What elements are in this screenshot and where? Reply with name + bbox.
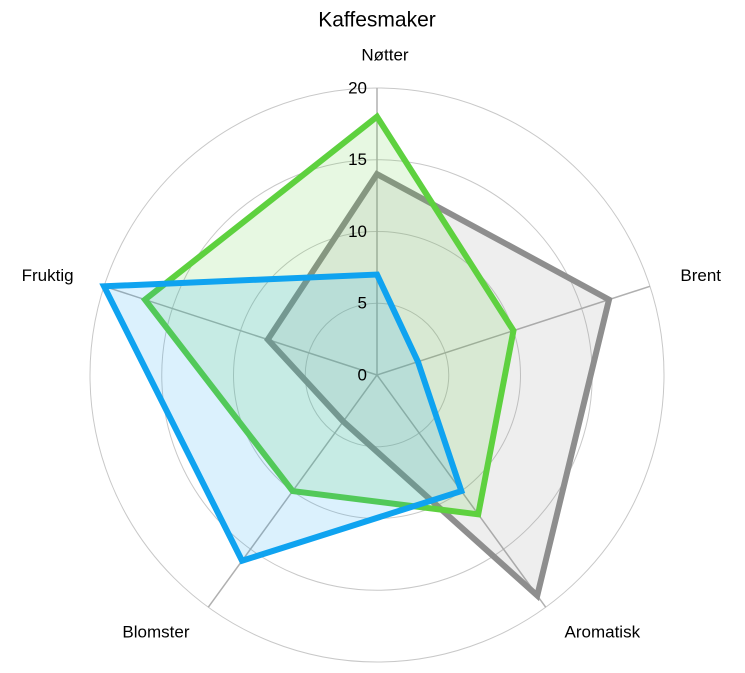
- tick-label: 10: [348, 222, 367, 241]
- category-label: Nøtter: [361, 45, 409, 64]
- tick-label: 20: [348, 78, 367, 97]
- tick-label: 15: [348, 150, 367, 169]
- category-label: Fruktig: [22, 266, 74, 285]
- category-label: Blomster: [122, 623, 189, 642]
- series-area: [99, 271, 466, 565]
- chart-title: Kaffesmaker: [318, 9, 436, 32]
- tick-label: 0: [358, 365, 367, 384]
- category-label: Brent: [680, 266, 721, 285]
- series-area: [140, 112, 517, 518]
- tick-label: 5: [358, 294, 367, 313]
- category-label: Aromatisk: [565, 623, 641, 642]
